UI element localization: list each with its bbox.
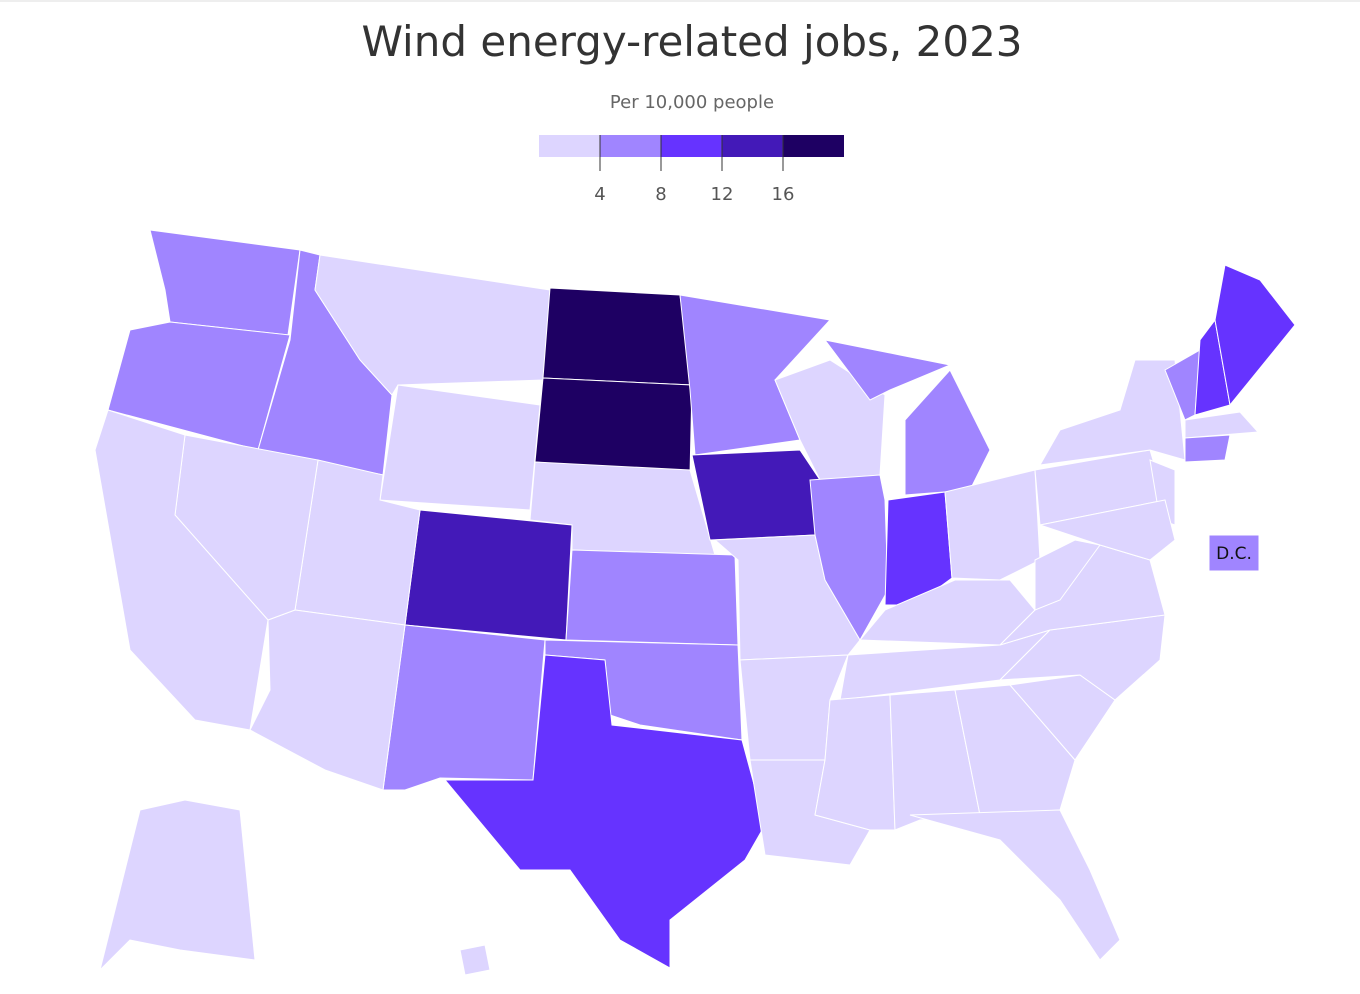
state	[944, 469, 1041, 581]
regions	[94, 229, 1296, 976]
state	[542, 287, 693, 386]
state	[1038, 499, 1176, 561]
state	[823, 339, 952, 401]
state	[94, 409, 269, 731]
state	[1184, 434, 1231, 463]
map-title: Wind energy-related jobs, 2023	[361, 17, 1022, 66]
state	[249, 609, 406, 791]
state	[107, 321, 291, 451]
legend-tick-label: 12	[711, 184, 734, 205]
state	[149, 229, 301, 336]
dc-label: D.C.	[1216, 544, 1252, 564]
legend: 4 8 12 16	[539, 135, 844, 205]
state	[904, 369, 991, 496]
map-subtitle: Per 10,000 people	[610, 92, 774, 113]
state	[565, 549, 739, 646]
state	[459, 944, 491, 976]
state	[99, 799, 256, 972]
dc-box	[1208, 534, 1260, 572]
state	[691, 449, 831, 541]
state	[1034, 539, 1101, 611]
legend-swatch	[783, 135, 844, 157]
legend-swatch	[722, 135, 783, 157]
legend-swatch	[539, 135, 600, 157]
legend-tick-label: 16	[772, 184, 795, 205]
state	[1214, 264, 1296, 407]
state	[379, 384, 541, 511]
state	[1039, 359, 1186, 466]
state	[382, 624, 546, 791]
state	[534, 377, 693, 476]
state	[1149, 459, 1176, 526]
legend-swatch	[661, 135, 722, 157]
legend-tick-label: 8	[655, 184, 666, 205]
state	[909, 809, 1121, 961]
legend-tick-label: 4	[594, 184, 605, 205]
state	[404, 509, 573, 641]
legend-swatch	[600, 135, 661, 157]
state	[809, 474, 889, 642]
state	[443, 654, 766, 969]
state	[1184, 411, 1260, 439]
state	[954, 684, 1076, 816]
